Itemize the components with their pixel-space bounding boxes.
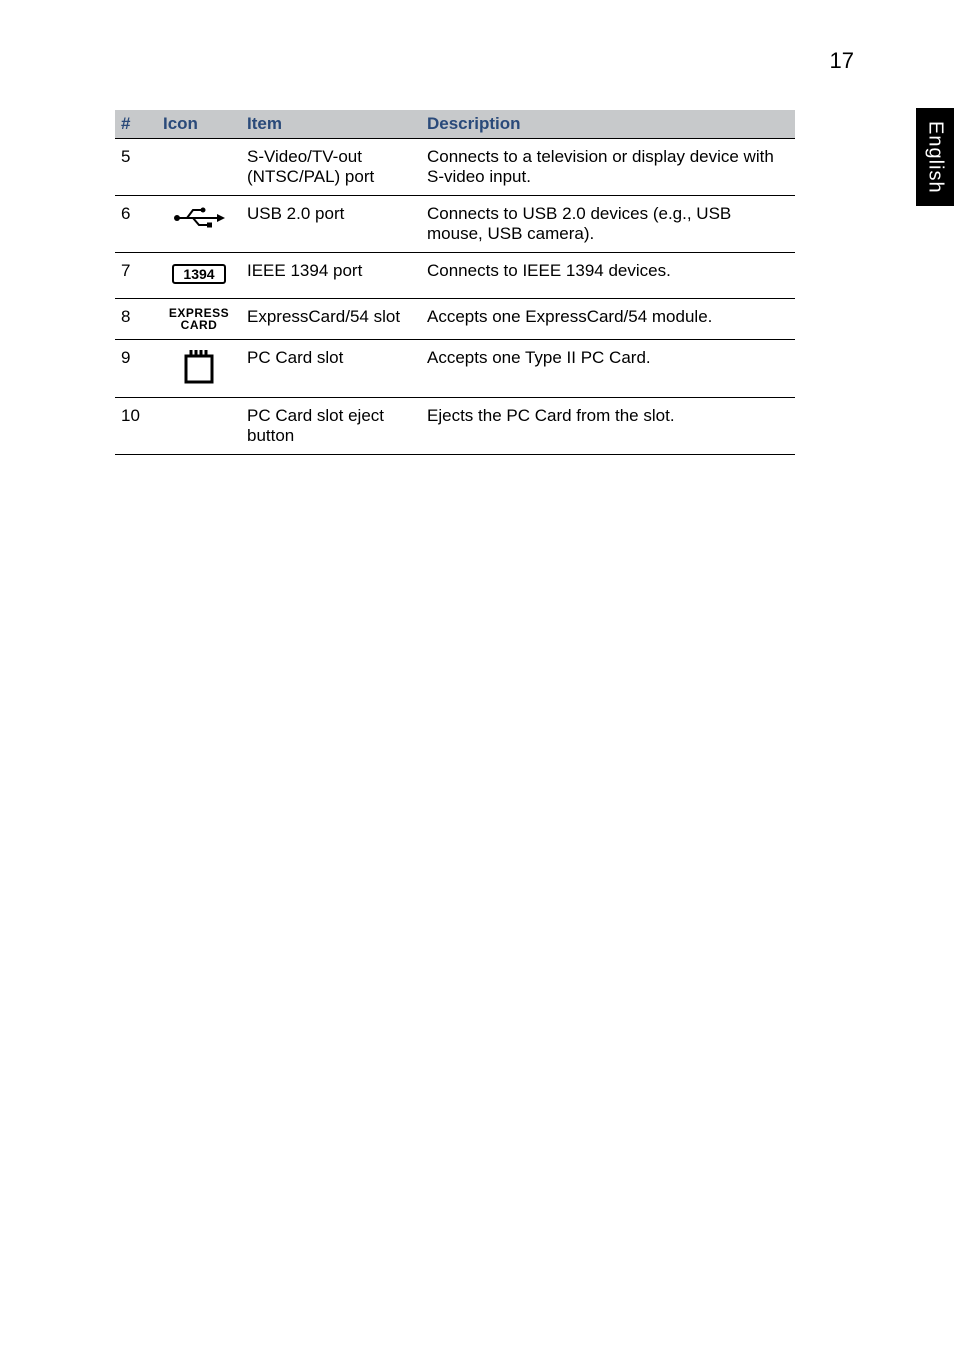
table-row: 6 USB 2.0 port Connects to USB 2.0 devic…: [115, 196, 795, 253]
page-number: 17: [830, 48, 854, 74]
row-desc: Accepts one ExpressCard/54 module.: [421, 299, 795, 340]
header-num: #: [115, 110, 157, 139]
row-desc: Ejects the PC Card from the slot.: [421, 398, 795, 455]
row-desc: Connects to USB 2.0 devices (e.g., USB m…: [421, 196, 795, 253]
row-item: PC Card slot eject button: [241, 398, 421, 455]
row-num: 5: [115, 139, 157, 196]
header-item: Item: [241, 110, 421, 139]
usb-icon: [171, 204, 227, 230]
express-card-icon: EXPRESS CARD: [163, 307, 235, 331]
table-row: 9 PC Card slot Accepts one Type II PC Ca…: [115, 340, 795, 398]
row-icon: 1394: [157, 253, 241, 299]
row-item: USB 2.0 port: [241, 196, 421, 253]
ieee-1394-icon: 1394: [172, 261, 226, 285]
row-num: 9: [115, 340, 157, 398]
table-row: 8 EXPRESS CARD ExpressCard/54 slot Accep…: [115, 299, 795, 340]
row-item: S-Video/TV-out (NTSC/PAL) port: [241, 139, 421, 196]
row-item: PC Card slot: [241, 340, 421, 398]
ports-table: # Icon Item Description 5 S-Video/TV-out…: [115, 110, 795, 455]
table-header-row: # Icon Item Description: [115, 110, 795, 139]
express-label-2: CARD: [163, 319, 235, 331]
row-icon: [157, 139, 241, 196]
row-item: ExpressCard/54 slot: [241, 299, 421, 340]
pc-card-icon: [183, 348, 215, 384]
row-num: 10: [115, 398, 157, 455]
row-desc: Connects to a television or display devi…: [421, 139, 795, 196]
row-icon: [157, 340, 241, 398]
row-num: 8: [115, 299, 157, 340]
row-item: IEEE 1394 port: [241, 253, 421, 299]
table-row: 10 PC Card slot eject button Ejects the …: [115, 398, 795, 455]
row-desc: Connects to IEEE 1394 devices.: [421, 253, 795, 299]
row-icon: [157, 196, 241, 253]
row-icon: EXPRESS CARD: [157, 299, 241, 340]
row-num: 7: [115, 253, 157, 299]
row-desc: Accepts one Type II PC Card.: [421, 340, 795, 398]
side-tab-english: English: [916, 108, 954, 206]
header-desc: Description: [421, 110, 795, 139]
row-num: 6: [115, 196, 157, 253]
row-icon: [157, 398, 241, 455]
table-row: 7 1394 IEEE 1394 port Connects to IEEE 1…: [115, 253, 795, 299]
header-icon: Icon: [157, 110, 241, 139]
svg-text:1394: 1394: [183, 266, 214, 282]
table-row: 5 S-Video/TV-out (NTSC/PAL) port Connect…: [115, 139, 795, 196]
